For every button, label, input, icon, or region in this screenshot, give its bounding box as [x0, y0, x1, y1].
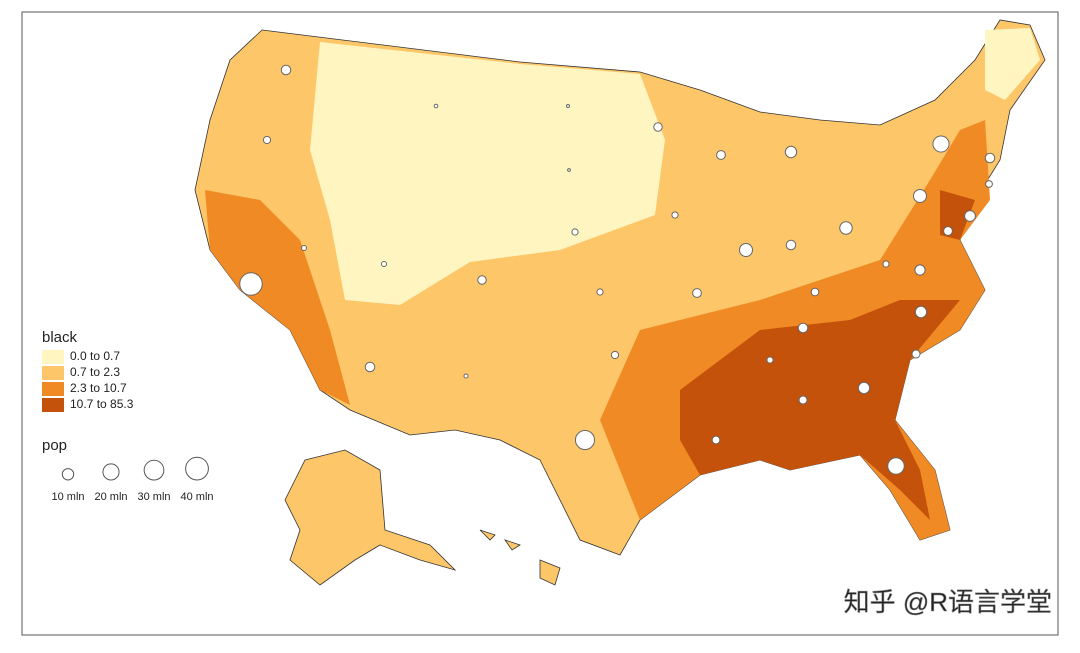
- legend-label: 10.7 to 85.3: [70, 397, 134, 411]
- state-bubble: [785, 239, 797, 251]
- region-low: [985, 28, 1040, 100]
- state-bubble: [716, 150, 726, 160]
- state-bubble: [914, 264, 926, 276]
- legend-swatch: [42, 398, 64, 412]
- state-bubble: [914, 305, 928, 319]
- region-mid: [205, 190, 350, 405]
- legend-title: black: [42, 329, 78, 346]
- state-bubble: [596, 288, 604, 296]
- state-bubble: [574, 429, 596, 451]
- state-bubble: [262, 135, 272, 145]
- state-bubble: [911, 349, 921, 359]
- legend-bubble: [185, 456, 209, 481]
- state-bubble: [943, 226, 953, 236]
- state-bubble: [810, 287, 820, 297]
- legend-label: 2.3 to 10.7: [70, 381, 127, 395]
- state-bubble: [857, 381, 871, 395]
- bubble-layer: [239, 64, 996, 475]
- state-bubble: [653, 122, 663, 132]
- state-bubble: [798, 395, 808, 405]
- legend-label: 0.7 to 2.3: [70, 365, 120, 379]
- legend-swatch: [42, 350, 64, 364]
- state-bubble: [985, 180, 993, 188]
- state-bubble: [463, 373, 469, 379]
- state-bubble: [571, 228, 579, 236]
- state-bubble: [610, 350, 620, 360]
- state-bubble: [565, 103, 571, 109]
- state-bubble: [711, 435, 721, 445]
- state-bubble: [280, 64, 292, 76]
- state-bubble: [671, 211, 679, 219]
- state-bubble: [739, 243, 753, 257]
- state-bubble: [887, 457, 905, 475]
- watermark: 知乎 @R语言学堂: [844, 587, 1052, 617]
- state-bubble: [301, 245, 307, 251]
- state-bubble: [380, 260, 388, 268]
- legend-label: 40 mln: [180, 491, 213, 503]
- legend: black pop 0.0 to 0.7 0.7 to 2.3 2.3 to 10.…: [42, 329, 214, 503]
- state-bubble: [477, 275, 487, 285]
- legend-label: 0.0 to 0.7: [70, 349, 120, 363]
- state-bubble: [839, 221, 853, 235]
- hawaii: [479, 529, 561, 586]
- state-bubble: [913, 189, 927, 203]
- legend-swatch: [42, 382, 64, 396]
- state-bubble: [239, 272, 263, 296]
- us-map: [194, 19, 1046, 586]
- legend-label: 10 mln: [51, 491, 84, 503]
- legend-bubble: [61, 468, 75, 481]
- legend-bubble: [143, 459, 165, 481]
- state-bubble: [766, 356, 774, 364]
- state-bubble: [784, 145, 798, 159]
- alaska: [284, 449, 457, 586]
- state-bubble: [433, 103, 439, 109]
- state-bubble: [932, 135, 950, 153]
- state-bubble: [964, 210, 976, 222]
- state-bubble: [797, 322, 809, 334]
- state-bubble: [692, 288, 702, 298]
- legend-title: pop: [42, 437, 67, 454]
- region-low: [310, 42, 665, 305]
- legend-label: 20 mln: [94, 491, 127, 503]
- legend-label: 30 mln: [137, 491, 170, 503]
- state-bubble: [364, 361, 376, 373]
- state-bubble: [984, 152, 996, 164]
- state-bubble: [882, 260, 890, 268]
- state-bubble: [567, 168, 571, 172]
- legend-bubble: [102, 463, 120, 481]
- legend-swatch: [42, 366, 64, 380]
